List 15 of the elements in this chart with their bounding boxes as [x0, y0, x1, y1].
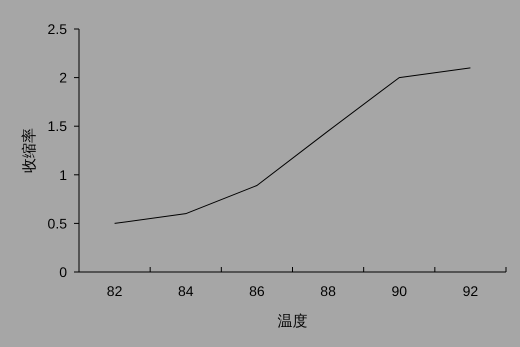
- x-tick-label: 82: [106, 283, 123, 299]
- y-tick-label: 1: [59, 166, 68, 183]
- x-axis-title: 温度: [278, 313, 308, 330]
- x-tick-label: 92: [462, 283, 478, 299]
- y-axis-title: 收缩率: [21, 128, 38, 173]
- x-tick-label: 86: [249, 283, 265, 299]
- x-tick-label: 90: [391, 283, 408, 299]
- y-tick-label: 1.5: [48, 118, 68, 134]
- x-tick-label: 88: [320, 283, 336, 299]
- y-tick-label: 0: [59, 264, 68, 280]
- y-tick-label: 0.5: [48, 215, 68, 232]
- y-tick-label: 2: [59, 70, 68, 86]
- line-series: [114, 67, 471, 224]
- y-tick-label: 2.5: [48, 21, 68, 37]
- x-tick-label: 84: [178, 283, 194, 299]
